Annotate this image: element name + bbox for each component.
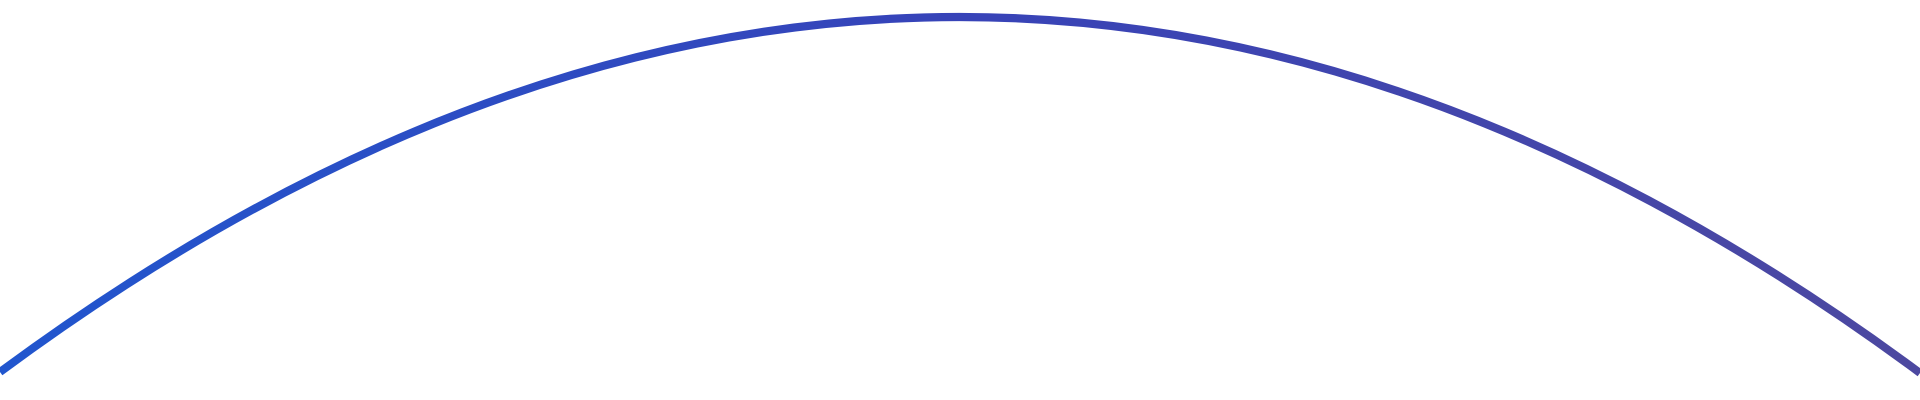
parabola-curve	[0, 13, 1920, 377]
